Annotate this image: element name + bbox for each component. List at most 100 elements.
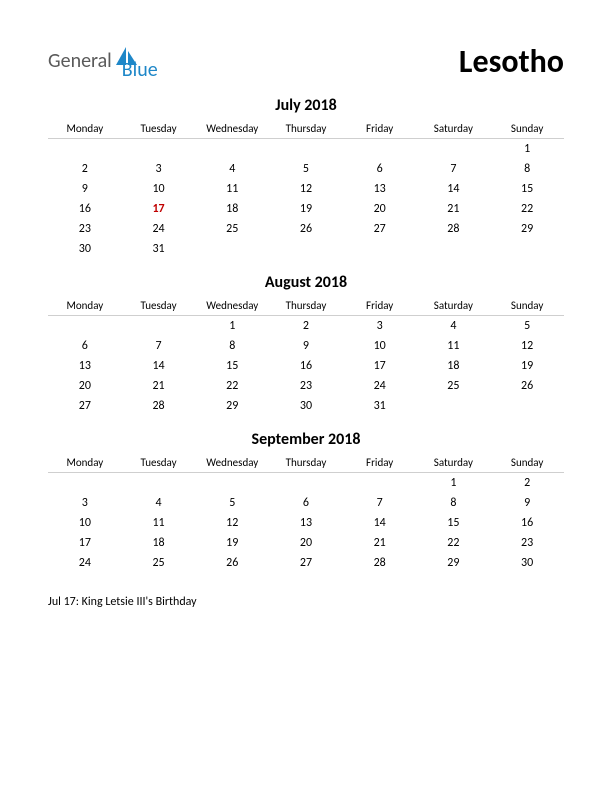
month-block: September 2018MondayTuesdayWednesdayThur…	[48, 430, 564, 573]
calendar-cell	[417, 396, 491, 416]
calendar-cell: 24	[343, 376, 417, 396]
calendar-cell	[48, 139, 122, 160]
calendar-cell	[490, 239, 564, 259]
calendar-cell: 6	[343, 159, 417, 179]
month-block: August 2018MondayTuesdayWednesdayThursda…	[48, 273, 564, 416]
calendar-cell: 29	[417, 553, 491, 573]
calendar-row: 2728293031	[48, 396, 564, 416]
day-header: Friday	[343, 296, 417, 316]
day-header: Tuesday	[122, 453, 196, 473]
day-header: Friday	[343, 453, 417, 473]
calendar-cell	[48, 316, 122, 337]
logo-text-blue: Blue	[122, 58, 158, 82]
calendar-cell: 12	[195, 513, 269, 533]
calendar-cell	[343, 473, 417, 494]
calendar-cell: 26	[195, 553, 269, 573]
calendar-row: 12345	[48, 316, 564, 337]
calendar-cell	[269, 139, 343, 160]
calendar-cell: 8	[195, 336, 269, 356]
calendar-cell: 15	[195, 356, 269, 376]
calendar-cell: 9	[48, 179, 122, 199]
calendar-cell: 2	[490, 473, 564, 494]
calendar-cell: 10	[122, 179, 196, 199]
calendar-row: 2345678	[48, 159, 564, 179]
logo: General Blue	[48, 40, 158, 82]
day-header: Monday	[48, 296, 122, 316]
calendar-cell: 30	[490, 553, 564, 573]
day-header: Sunday	[490, 296, 564, 316]
calendar-cell: 5	[269, 159, 343, 179]
calendar-cell: 1	[490, 139, 564, 160]
calendar-cell: 3	[48, 493, 122, 513]
calendar-cell: 10	[343, 336, 417, 356]
calendar-cell: 16	[490, 513, 564, 533]
calendar-cell: 2	[269, 316, 343, 337]
calendar-row: 6789101112	[48, 336, 564, 356]
calendar-cell	[269, 473, 343, 494]
calendar-table: MondayTuesdayWednesdayThursdayFridaySatu…	[48, 296, 564, 416]
logo-text-general: General	[48, 49, 112, 73]
calendar-cell: 4	[195, 159, 269, 179]
calendar-cell	[122, 473, 196, 494]
calendar-cell: 28	[417, 219, 491, 239]
calendar-cell: 21	[343, 533, 417, 553]
calendar-cell: 20	[48, 376, 122, 396]
calendar-row: 1	[48, 139, 564, 160]
calendar-cell: 19	[269, 199, 343, 219]
calendar-cell: 17	[48, 533, 122, 553]
calendar-cell: 23	[269, 376, 343, 396]
calendar-cell: 23	[490, 533, 564, 553]
calendar-cell: 9	[269, 336, 343, 356]
calendar-cell: 20	[269, 533, 343, 553]
calendar-row: 20212223242526	[48, 376, 564, 396]
calendar-cell: 25	[195, 219, 269, 239]
calendar-cell: 1	[195, 316, 269, 337]
calendar-cell: 7	[343, 493, 417, 513]
calendar-cell: 11	[195, 179, 269, 199]
calendar-cell: 10	[48, 513, 122, 533]
calendar-cell: 12	[269, 179, 343, 199]
calendar-cell: 1	[417, 473, 491, 494]
calendar-cell: 19	[490, 356, 564, 376]
calendar-cell	[417, 239, 491, 259]
calendar-cell: 2	[48, 159, 122, 179]
calendar-cell: 29	[490, 219, 564, 239]
calendar-cell: 21	[122, 376, 196, 396]
calendar-cell	[48, 473, 122, 494]
calendar-cell: 22	[490, 199, 564, 219]
calendar-cell: 9	[490, 493, 564, 513]
calendar-cell: 28	[343, 553, 417, 573]
calendar-row: 3031	[48, 239, 564, 259]
calendar-cell: 4	[122, 493, 196, 513]
calendar-cell	[122, 139, 196, 160]
calendar-cell: 13	[48, 356, 122, 376]
calendars-container: July 2018MondayTuesdayWednesdayThursdayF…	[48, 96, 564, 573]
header-row: General Blue Lesotho	[48, 40, 564, 82]
calendar-cell: 8	[490, 159, 564, 179]
day-header: Saturday	[417, 453, 491, 473]
calendar-cell: 30	[48, 239, 122, 259]
calendar-cell: 30	[269, 396, 343, 416]
calendar-cell: 3	[122, 159, 196, 179]
holiday-notes: Jul 17: King Letsie III's Birthday	[48, 595, 564, 609]
month-title: July 2018	[48, 96, 564, 115]
day-header: Monday	[48, 453, 122, 473]
day-header: Wednesday	[195, 296, 269, 316]
calendar-cell: 24	[122, 219, 196, 239]
calendar-cell: 26	[269, 219, 343, 239]
day-header: Thursday	[269, 119, 343, 139]
calendar-cell	[122, 316, 196, 337]
calendar-cell: 6	[269, 493, 343, 513]
calendar-cell: 3	[343, 316, 417, 337]
calendar-cell: 25	[417, 376, 491, 396]
calendar-cell: 25	[122, 553, 196, 573]
holiday-note-line: Jul 17: King Letsie III's Birthday	[48, 595, 564, 609]
country-title: Lesotho	[459, 42, 564, 81]
calendar-row: 23242526272829	[48, 219, 564, 239]
calendar-cell: 22	[417, 533, 491, 553]
calendar-cell: 6	[48, 336, 122, 356]
calendar-cell	[195, 473, 269, 494]
calendar-row: 9101112131415	[48, 179, 564, 199]
calendar-cell	[195, 239, 269, 259]
calendar-row: 3456789	[48, 493, 564, 513]
